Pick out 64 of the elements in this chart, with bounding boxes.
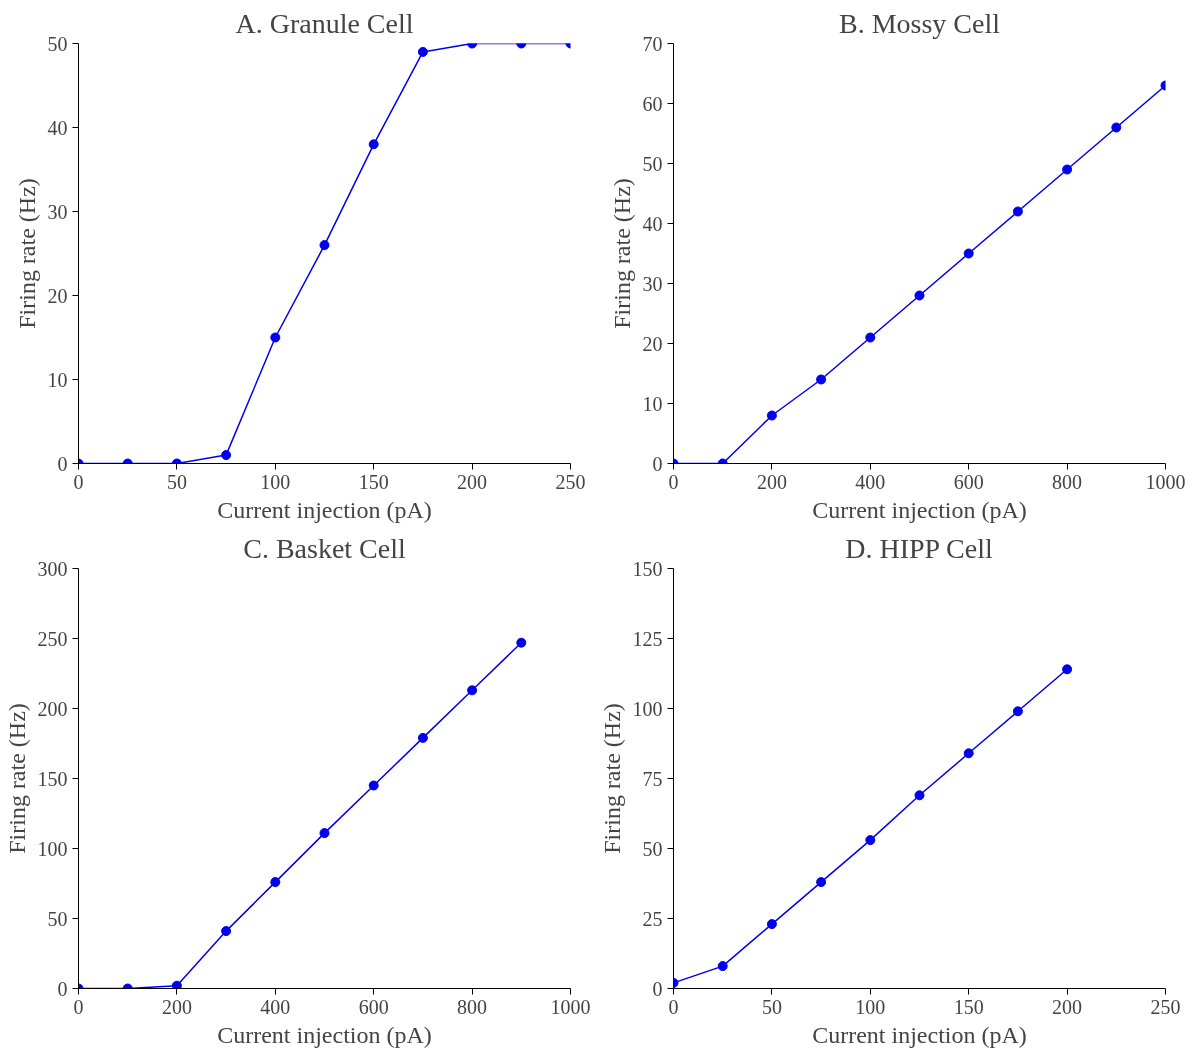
- y-tick-label: 100: [37, 837, 68, 860]
- x-axis-title: Current injection (pA): [812, 496, 1027, 523]
- y-tick-label: 40: [47, 116, 68, 139]
- x-tick-label: 250: [1150, 995, 1181, 1018]
- y-tick-label: 10: [47, 368, 68, 391]
- x-tick-label: 0: [73, 470, 84, 493]
- x-tick-label: 200: [161, 995, 192, 1018]
- chart-title: D. HIPP Cell: [845, 532, 993, 564]
- x-tick-label: 1000: [550, 995, 591, 1018]
- y-tick-label: 0: [652, 452, 663, 475]
- x-tick-label: 0: [668, 995, 679, 1018]
- x-tick-label: 250: [555, 470, 586, 493]
- x-tick-label: 200: [457, 470, 488, 493]
- y-tick-label: 0: [57, 977, 68, 1000]
- y-tick-label: 50: [642, 152, 663, 175]
- y-tick-label: 50: [642, 837, 663, 860]
- y-tick-label: 200: [37, 697, 68, 720]
- y-tick-label: 50: [47, 907, 68, 930]
- y-tick-label: 250: [37, 627, 68, 650]
- y-tick-label: 300: [37, 557, 68, 580]
- x-tick-label: 800: [1052, 470, 1083, 493]
- x-tick-label: 150: [358, 470, 389, 493]
- x-tick-label: 400: [855, 470, 886, 493]
- chart-title: C. Basket Cell: [243, 532, 406, 564]
- x-tick-label: 800: [457, 995, 488, 1018]
- chart-title: A. Granule Cell: [235, 7, 414, 39]
- y-tick-label: 50: [47, 32, 68, 55]
- x-tick-label: 0: [73, 995, 84, 1018]
- x-tick-label: 50: [166, 470, 187, 493]
- y-tick-label: 0: [652, 977, 663, 1000]
- y-tick-label: 70: [642, 32, 663, 55]
- y-tick-label: 125: [632, 627, 663, 650]
- y-tick-label: 150: [632, 557, 663, 580]
- x-tick-label: 400: [260, 995, 291, 1018]
- y-tick-label: 20: [642, 332, 663, 355]
- y-axis-title: Firing rate (Hz): [3, 703, 30, 854]
- x-tick-label: 100: [855, 995, 886, 1018]
- y-tick-label: 30: [47, 200, 68, 223]
- x-tick-label: 0: [668, 470, 679, 493]
- y-axis-title: Firing rate (Hz): [13, 178, 40, 329]
- x-tick-label: 600: [358, 995, 389, 1018]
- y-tick-label: 25: [642, 907, 663, 930]
- x-tick-label: 1000: [1145, 470, 1186, 493]
- x-tick-label: 200: [1052, 995, 1083, 1018]
- y-tick-label: 40: [642, 212, 663, 235]
- x-tick-label: 200: [756, 470, 787, 493]
- x-tick-label: 600: [953, 470, 984, 493]
- y-tick-label: 0: [57, 452, 68, 475]
- y-tick-label: 75: [642, 767, 663, 790]
- chart-title: B. Mossy Cell: [838, 7, 1001, 39]
- x-axis-title: Current injection (pA): [217, 1021, 432, 1048]
- y-tick-label: 20: [47, 284, 68, 307]
- x-tick-label: 150: [953, 995, 984, 1018]
- x-axis-title: Current injection (pA): [217, 496, 432, 523]
- x-tick-label: 50: [761, 995, 782, 1018]
- y-tick-label: 60: [642, 92, 663, 115]
- y-tick-label: 100: [632, 697, 663, 720]
- y-tick-label: 30: [642, 272, 663, 295]
- y-tick-label: 150: [37, 767, 68, 790]
- y-axis-title: Firing rate (Hz): [598, 703, 625, 854]
- x-axis-title: Current injection (pA): [812, 1021, 1027, 1048]
- y-axis-title: Firing rate (Hz): [608, 178, 635, 329]
- y-tick-label: 10: [642, 392, 663, 415]
- x-tick-label: 100: [260, 470, 291, 493]
